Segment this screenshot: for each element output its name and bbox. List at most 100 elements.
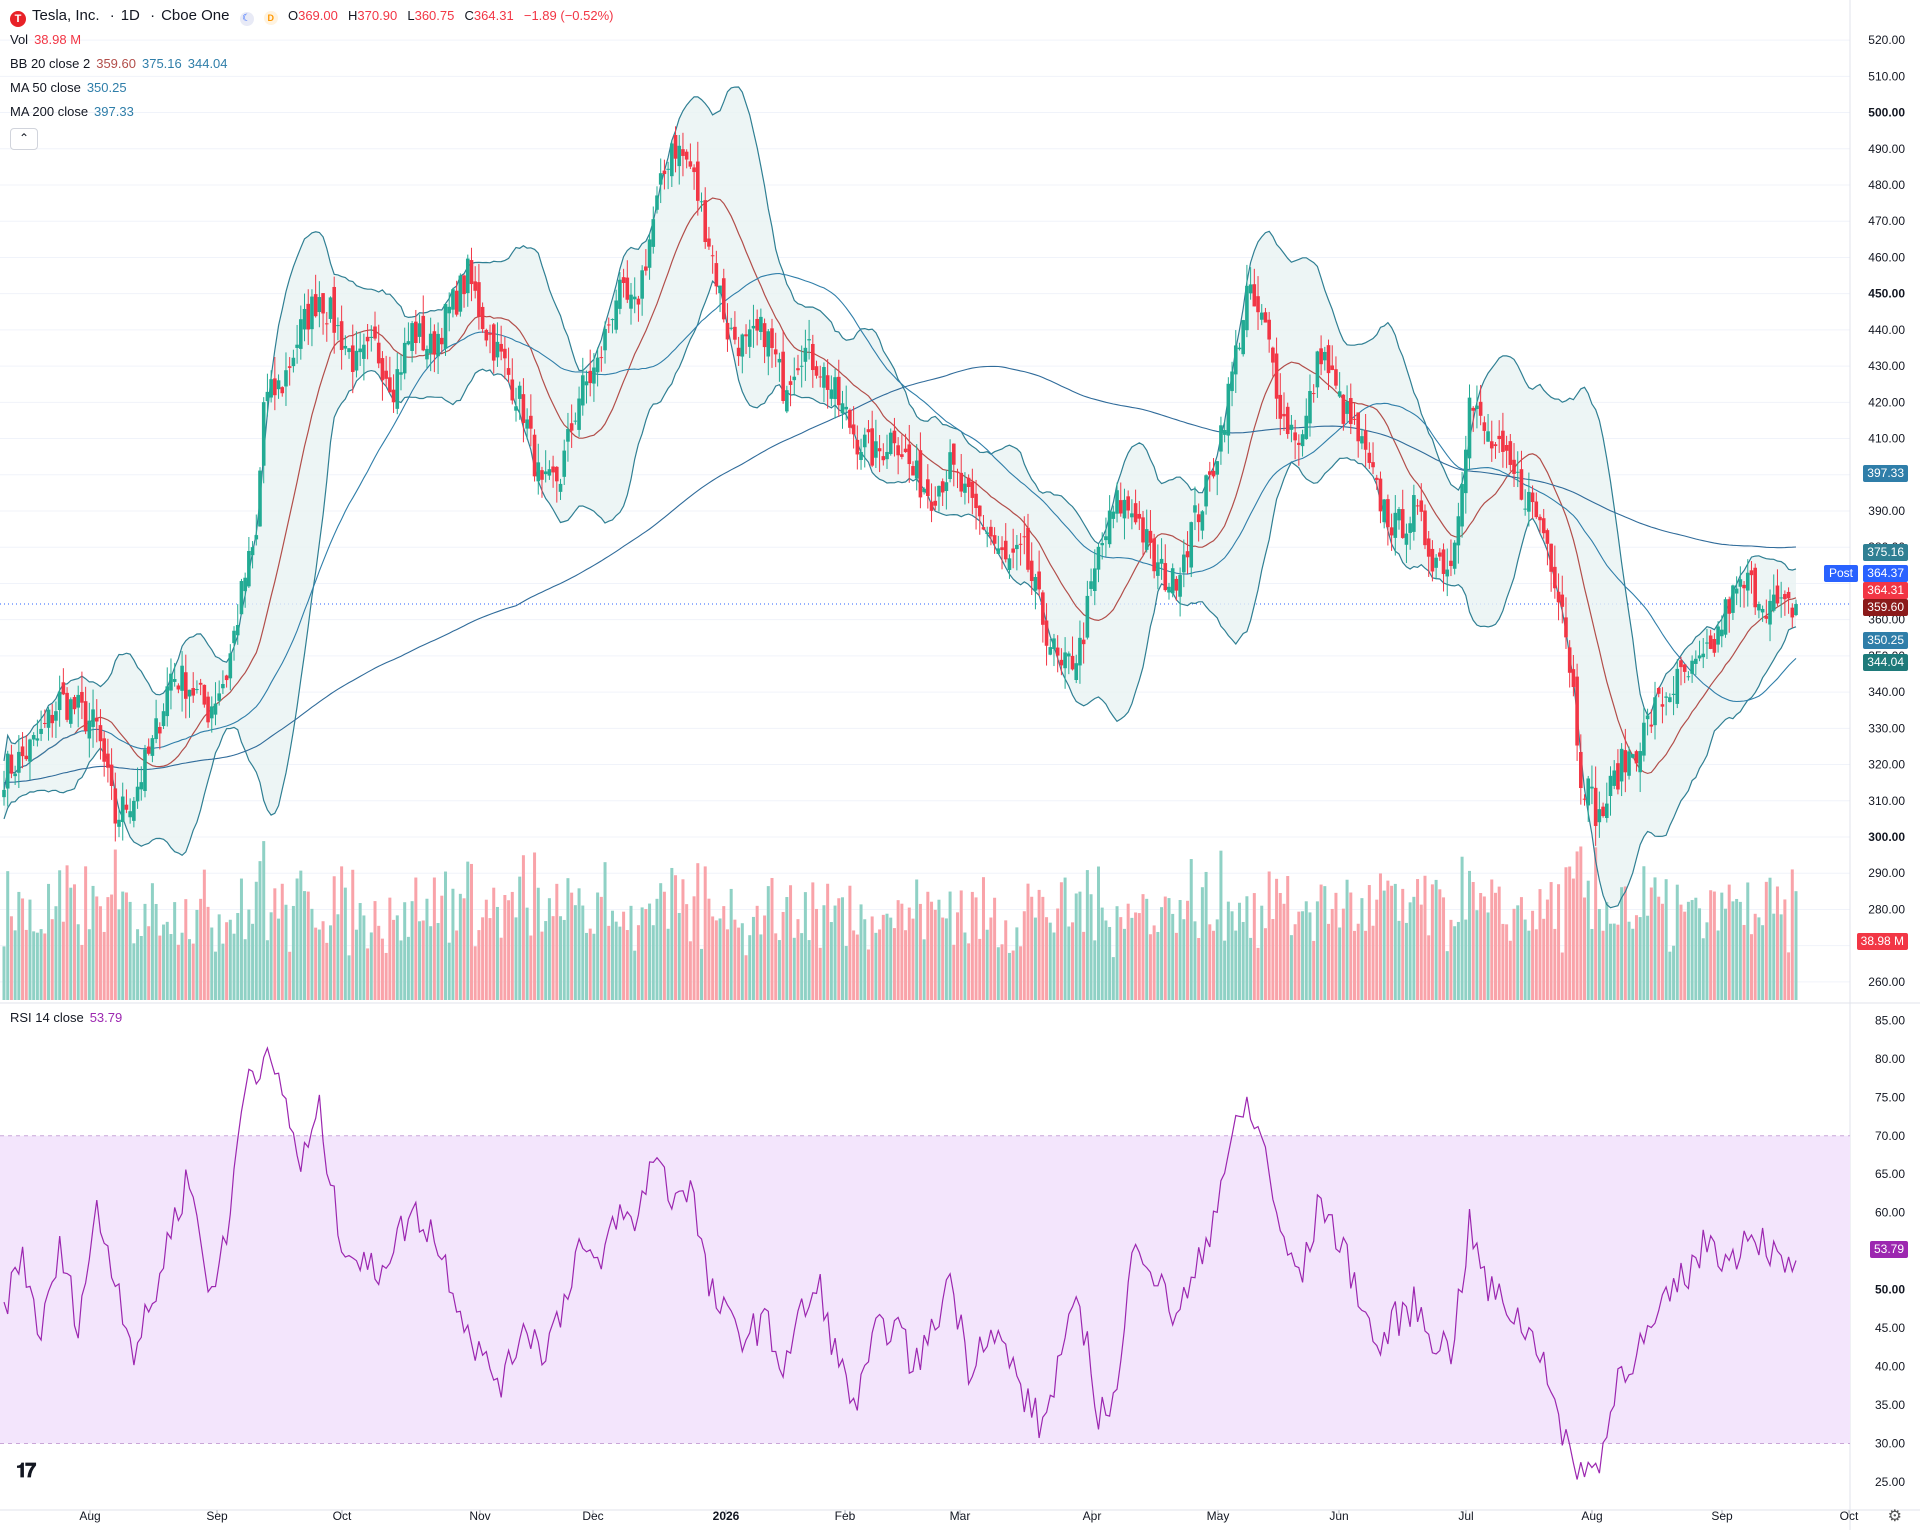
price-axis[interactable]: 520.00 510.00 500.00 490.00 480.00 470.00 460.…: [1868, 33, 1905, 989]
volume-bar: [1586, 880, 1590, 1000]
volume-bar: [1330, 908, 1334, 1000]
candle-body: [465, 258, 470, 294]
candle-body: [362, 344, 366, 359]
candle-body: [1256, 296, 1260, 313]
volume-bar: [206, 906, 210, 1000]
candle-body: [462, 275, 466, 295]
volume-bar: [80, 944, 84, 1000]
tradingview-logo-icon[interactable]: 𝟏𝟕: [16, 1460, 36, 1482]
candle-body: [1764, 616, 1769, 619]
rsi-legend[interactable]: RSI 14 close 53.79: [10, 1010, 128, 1026]
candle-body: [1712, 639, 1717, 653]
time-tick-label: Sep: [1711, 1509, 1733, 1523]
candle-body: [1775, 585, 1780, 604]
exchange[interactable]: Cboe One: [161, 7, 230, 24]
volume-bar: [711, 916, 715, 1000]
volume-bar: [1056, 908, 1060, 1000]
candle-body: [914, 460, 919, 479]
volume-bar: [662, 891, 666, 1000]
candle-body: [1508, 441, 1513, 465]
interval[interactable]: 1D: [120, 7, 140, 24]
volume-bar: [384, 952, 388, 1000]
candle-body: [907, 444, 912, 465]
volume-bar: [1367, 885, 1371, 1000]
candle-body: [183, 672, 188, 699]
gear-icon[interactable]: ⚙: [1887, 1508, 1902, 1525]
candle-body: [695, 161, 700, 201]
price-tick-label: 420.00: [1868, 395, 1905, 409]
candle-body: [1686, 676, 1691, 678]
ma200-legend[interactable]: MA 200 close 397.33: [10, 104, 140, 120]
volume-bar: [607, 925, 611, 1000]
volume-bar: [967, 943, 971, 1000]
candle-body: [506, 368, 511, 375]
price-tick-label: 360.00: [1868, 613, 1905, 627]
candle-body: [1489, 441, 1494, 449]
candle-body: [94, 717, 99, 722]
candle-body: [2, 789, 6, 798]
volume-bar: [1386, 880, 1390, 1000]
candle-body: [1003, 540, 1008, 560]
volume-bar: [510, 891, 514, 1000]
symbol-legend[interactable]: T Tesla, Inc. · 1D · Cboe One ☾ D O369.00 H…: [10, 8, 619, 27]
candle-body: [402, 342, 407, 374]
volume-bar: [1653, 877, 1657, 1000]
volume-bar: [1167, 898, 1171, 1000]
separator: ·: [109, 7, 115, 24]
volume-bar: [1768, 877, 1772, 1000]
volume-bar: [1757, 917, 1761, 1000]
bollinger-legend[interactable]: BB 20 close 2 359.60 375.16 344.04: [10, 56, 234, 72]
volume-bar: [444, 871, 448, 1000]
dividend-badge[interactable]: D: [263, 11, 278, 25]
candle-body: [529, 415, 533, 429]
candles[interactable]: [2, 126, 1798, 846]
candle-body: [68, 699, 73, 724]
volume-bar: [1709, 890, 1713, 1000]
volume-bar: [748, 935, 752, 1000]
candle-body: [24, 755, 29, 760]
candle-body: [996, 548, 1001, 554]
volume-bar: [1148, 934, 1152, 1000]
volume-bar: [636, 925, 640, 1000]
collapse-legend-button[interactable]: ⌃: [10, 128, 38, 150]
ma50-legend[interactable]: MA 50 close 350.25: [10, 80, 133, 96]
candle-body: [1196, 514, 1201, 523]
candle-body: [644, 266, 648, 271]
volume-bar: [1334, 892, 1338, 1000]
volume-bar: [789, 885, 793, 1000]
rsi-tick-label: 35.00: [1875, 1398, 1905, 1412]
volume-legend[interactable]: Vol 38.98 M: [10, 32, 87, 48]
candle-body: [1334, 369, 1338, 386]
volume-bar: [180, 932, 184, 1000]
candle-body: [406, 341, 411, 345]
volume-bar: [1171, 913, 1175, 1000]
candle-body: [1501, 430, 1505, 452]
moon-icon[interactable]: ☾: [239, 12, 254, 26]
volume-bar: [915, 879, 919, 1000]
volume-bar: [191, 943, 195, 1000]
time-axis[interactable]: Aug Sep Oct Nov Dec 2026 Feb Mar Apr May Jun Jul Aug…: [79, 1509, 1859, 1523]
candle-body: [777, 358, 782, 363]
volume-bar: [1078, 891, 1082, 1000]
symbol-name[interactable]: Tesla, Inc.: [32, 7, 100, 24]
volume-bar: [451, 888, 455, 1000]
volume-bar: [392, 919, 396, 1000]
rsi-band: [0, 1135, 1850, 1444]
volume-bar: [952, 944, 956, 1000]
volume-bar: [896, 900, 900, 1000]
post-label: Post: [1824, 565, 1859, 582]
volume-bar: [1664, 879, 1668, 1000]
candle-body: [1408, 523, 1412, 533]
volume-bar: [1720, 892, 1724, 1000]
candle-body: [770, 328, 774, 348]
candle-body: [1274, 353, 1279, 399]
price-tick-label: 500.00: [1868, 106, 1905, 120]
volume-bar: [1364, 930, 1368, 1000]
candle-body: [1656, 688, 1661, 694]
candle-body: [1642, 722, 1646, 756]
candle-body: [202, 684, 207, 705]
volume-bar: [1690, 900, 1694, 1000]
volume-bar: [217, 914, 221, 1000]
candle-body: [1078, 637, 1082, 666]
